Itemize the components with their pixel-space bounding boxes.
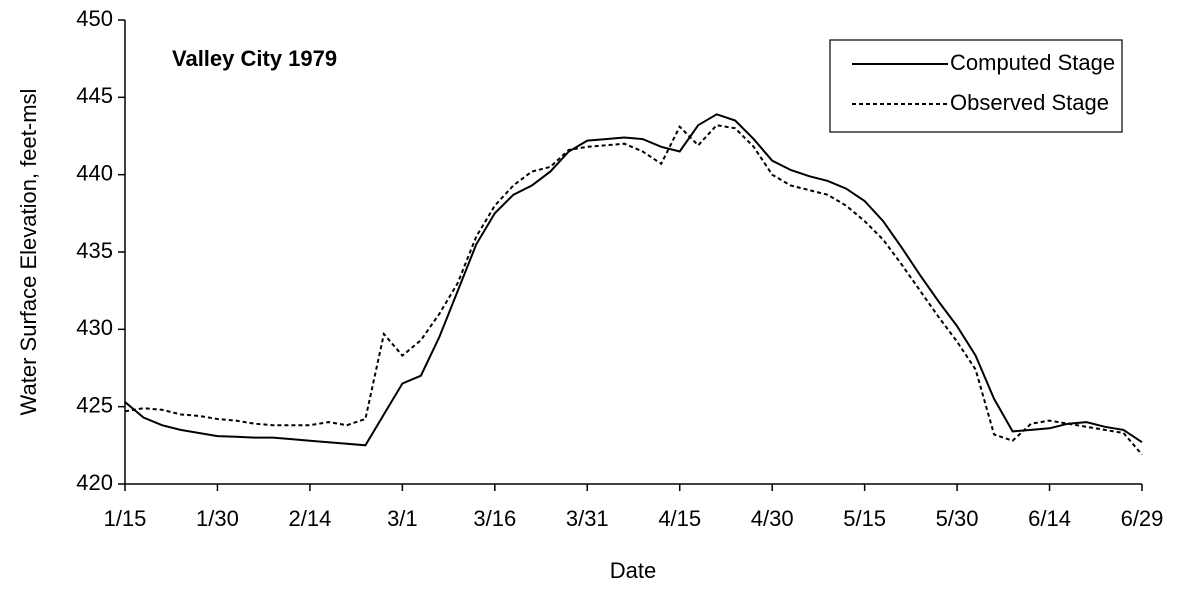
data-line [124,113,1143,447]
y-tick-label: 450 [76,6,113,31]
x-tick-label: 6/29 [1121,506,1164,531]
x-tick-label: 4/15 [658,506,701,531]
x-tick-label: 1/15 [104,506,147,531]
x-tick-label: 1/30 [196,506,239,531]
x-tick-label: 6/14 [1028,506,1071,531]
legend-box [829,39,1123,133]
y-axis-label: Water Surface Elevation, feet-msl [16,89,41,416]
x-tick-label: 5/30 [936,506,979,531]
y-tick-label: 445 [76,83,113,108]
y-tick-label: 420 [76,470,113,495]
y-tick-label: 440 [76,160,113,185]
x-axis-label: Date [610,558,656,583]
x-tick-label: 5/15 [843,506,886,531]
chart-title: Valley City 1979 [172,46,337,71]
x-tick-label: 3/31 [566,506,609,531]
y-tick-label: 435 [76,238,113,263]
y-tick-label: 430 [76,315,113,340]
x-tick-label: 4/30 [751,506,794,531]
y-tick-label: 425 [76,392,113,417]
legend-label: Computed Stage [950,50,1115,75]
x-tick-label: 3/16 [473,506,516,531]
legend-label: Observed Stage [950,90,1109,115]
x-tick-label: 3/1 [387,506,418,531]
data-line [124,124,1143,456]
x-tick-label: 2/14 [288,506,331,531]
